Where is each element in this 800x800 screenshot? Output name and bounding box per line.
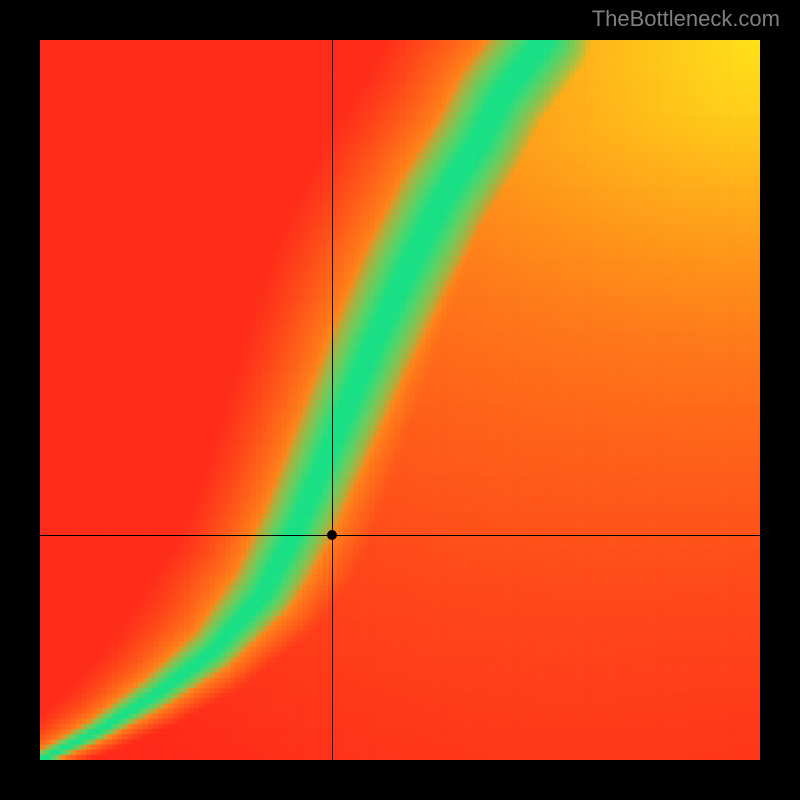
crosshair-horizontal [40, 535, 760, 536]
heatmap-plot [40, 40, 760, 760]
crosshair-vertical [332, 40, 333, 760]
crosshair-marker [327, 530, 337, 540]
heatmap-canvas [40, 40, 760, 760]
watermark-text: TheBottleneck.com [592, 6, 780, 32]
